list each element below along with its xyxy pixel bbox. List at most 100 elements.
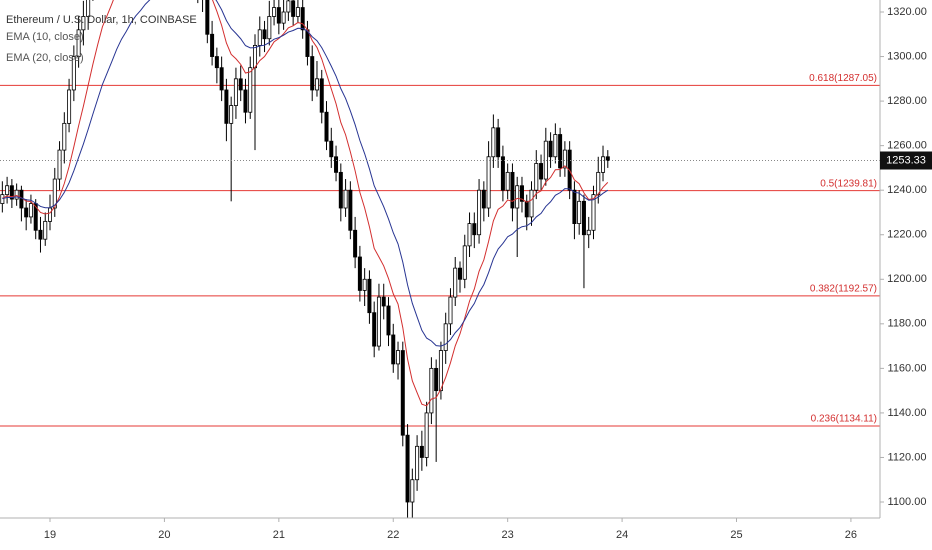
candle-body	[276, 7, 281, 24]
candle-body	[562, 149, 567, 169]
candle-body	[300, 7, 305, 31]
last-price-label: 1253.33	[886, 154, 926, 166]
candle-body	[367, 278, 372, 314]
candle-body	[14, 189, 19, 200]
candle-body	[486, 156, 491, 209]
candle-body	[400, 350, 405, 436]
candle-body	[434, 367, 439, 392]
candle-body	[210, 33, 215, 57]
y-tick-label: 1220.00	[887, 229, 927, 241]
y-tick-label: 1180.00	[888, 318, 927, 330]
candle-body	[62, 122, 67, 151]
candle-body	[496, 127, 501, 158]
candle-body	[48, 207, 53, 222]
fib-label: 0.618(1287.05)	[809, 73, 877, 84]
candle-body	[481, 189, 486, 209]
candle-body	[71, 56, 76, 91]
candle-body	[348, 189, 353, 231]
y-tick-label: 1120.00	[888, 451, 927, 463]
x-tick-label: 24	[616, 529, 628, 541]
candle-body	[438, 350, 443, 392]
candle-body	[491, 127, 496, 158]
y-tick-label: 1260.00	[887, 140, 927, 152]
candle-body	[243, 89, 248, 113]
candle-body	[443, 323, 448, 351]
candle-body	[38, 229, 43, 240]
candle-body	[396, 350, 401, 365]
candle-body	[548, 140, 553, 158]
candle-body	[558, 134, 563, 169]
candle-body	[81, 16, 86, 31]
candle-body	[410, 479, 415, 503]
candle-body	[262, 29, 267, 40]
candle-body	[515, 185, 520, 209]
ema-line	[2, 0, 609, 347]
candle-body	[205, 0, 210, 35]
candle-body	[334, 156, 339, 173]
candle-body	[457, 267, 462, 280]
candle-body	[605, 156, 610, 161]
candle-body	[601, 156, 606, 173]
candle-body	[76, 29, 81, 57]
candle-body	[357, 256, 362, 291]
x-tick-label: 26	[845, 529, 857, 541]
candle-body	[596, 171, 601, 196]
legend-entry: EMA (10, close)	[6, 31, 84, 43]
candle-body	[43, 220, 48, 240]
x-tick-label: 20	[158, 529, 170, 541]
candle-body	[295, 7, 300, 17]
candle-body	[424, 412, 429, 458]
candle-body	[577, 200, 582, 224]
candle-body	[586, 229, 591, 236]
candle-body	[529, 189, 534, 218]
candle-body	[372, 312, 377, 347]
candle-body	[572, 189, 577, 224]
candle-body	[272, 7, 277, 17]
candle-body	[519, 185, 524, 202]
candle-body	[477, 189, 482, 236]
candle-body	[214, 56, 219, 69]
fib-label: 0.5(1239.81)	[820, 178, 877, 189]
candle-body	[57, 149, 62, 180]
candle-body	[381, 296, 386, 307]
candle-body	[386, 305, 391, 336]
y-tick-label: 1140.00	[888, 407, 927, 419]
x-tick-label: 19	[44, 529, 56, 541]
legend-entry: EMA (20, close)	[6, 52, 84, 64]
candle-body	[329, 140, 334, 158]
y-tick-label: 1240.00	[887, 184, 927, 196]
candle-body	[453, 267, 458, 298]
candle-body	[24, 207, 29, 218]
ema-line	[2, 0, 609, 407]
candle-body	[257, 29, 262, 46]
candle-body	[229, 105, 234, 124]
candle-body	[310, 56, 315, 91]
axes: 1100.00 1120.00 1140.00 1160.00 1180.00 1200.…	[44, 6, 932, 541]
candle-body	[581, 200, 586, 236]
candle-body	[524, 200, 529, 218]
candle-body	[429, 367, 434, 414]
candle-body	[9, 185, 14, 200]
candle-body	[343, 189, 348, 209]
x-tick-label: 23	[502, 529, 514, 541]
y-tick-label: 1160.00	[888, 362, 927, 374]
y-tick-label: 1100.00	[888, 496, 927, 508]
candle-body	[362, 278, 367, 291]
candle-body	[462, 245, 467, 280]
candle-body	[28, 203, 33, 218]
candle-body	[5, 185, 10, 196]
plot-area: 0.618(1287.05) 0.5(1239.81) 0.382(1192.57)…	[0, 0, 880, 518]
candle-body	[376, 296, 381, 347]
fib-label: 0.382(1192.57)	[810, 283, 877, 294]
candle-body	[248, 67, 253, 113]
candle-body	[338, 171, 343, 209]
candle-body	[224, 89, 229, 124]
candle-body	[415, 445, 420, 481]
candle-body	[86, 0, 91, 17]
candle-body	[267, 16, 272, 40]
y-tick-label: 1200.00	[887, 273, 927, 285]
candle-body	[539, 163, 544, 180]
candle-body	[281, 11, 286, 24]
candle-body	[319, 78, 324, 113]
